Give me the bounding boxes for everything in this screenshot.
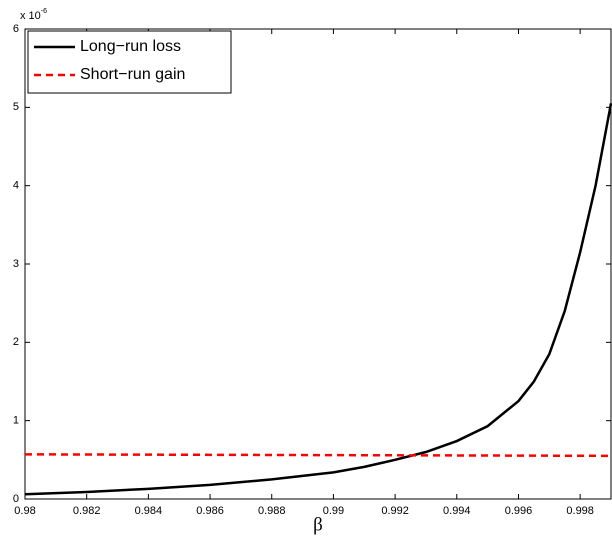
legend-box (27, 30, 232, 94)
x-axis-label: β (313, 514, 323, 535)
x-tick-label: 0.994 (443, 505, 471, 517)
series-line (24, 103, 612, 496)
x-tick-label: 0.988 (258, 505, 286, 517)
y-tick-label: 5 (13, 101, 19, 113)
legend-label: Long−run loss (80, 38, 181, 55)
x-tick-label: 0.998 (566, 505, 594, 517)
y-tick-label: 2 (13, 336, 19, 348)
plot-frame (24, 28, 612, 500)
legend-label: Short−run gain (80, 66, 185, 83)
y-tick-label: 3 (13, 258, 19, 270)
y-tick-label: 0 (13, 493, 19, 505)
series-line (24, 453, 612, 458)
multiplier-base: x 10 (20, 10, 41, 22)
axis-multiplier: x 10-6 (20, 8, 47, 22)
y-tick-label: 1 (13, 415, 19, 427)
x-tick-label: 0.99 (323, 505, 344, 517)
x-tick-label: 0.98 (14, 505, 35, 517)
x-tick-label: 0.996 (505, 505, 533, 517)
multiplier-exponent: -6 (41, 8, 47, 15)
y-tick-label: 6 (13, 23, 19, 35)
x-tick-label: 0.982 (73, 505, 101, 517)
y-tick-label: 4 (13, 180, 19, 192)
x-tick-label: 0.984 (135, 505, 163, 517)
x-tick-label: 0.986 (196, 505, 224, 517)
x-tick-label: 0.992 (381, 505, 409, 517)
